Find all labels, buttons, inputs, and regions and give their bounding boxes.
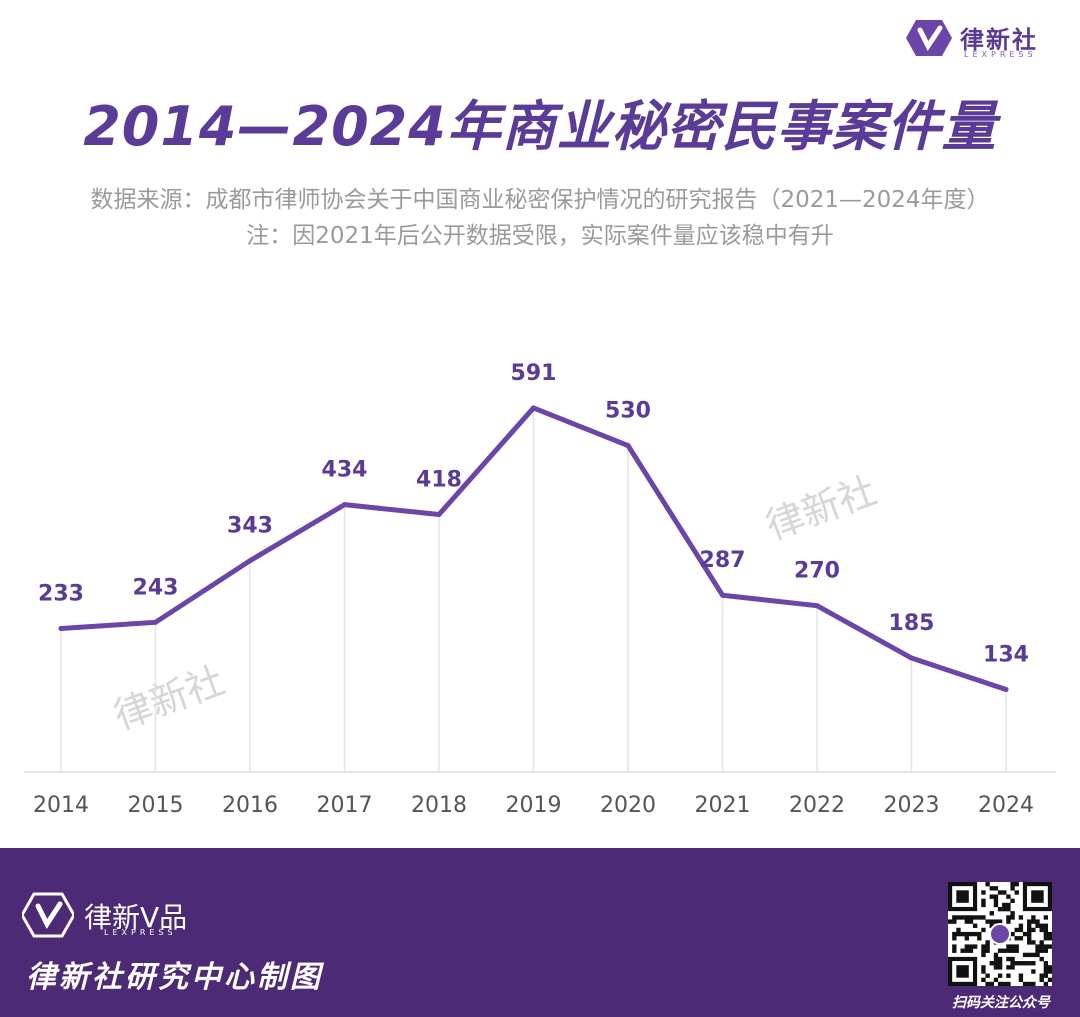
data-label: 270 xyxy=(794,559,840,584)
x-tick-label: 2014 xyxy=(33,793,89,818)
data-point xyxy=(531,405,536,411)
data-point xyxy=(1003,686,1009,692)
data-limit-note: 注：因2021年后公开数据受限，实际案件量应该稳中有升 xyxy=(246,223,834,249)
x-tick-label: 2018 xyxy=(411,793,467,818)
chart-subtitle: 数据来源：成都市律师协会关于中国商业秘密保护情况的研究报告（2021—2024年… xyxy=(0,182,1080,254)
brand-logo: 律新社 LEXPRESS xyxy=(906,12,1066,62)
footer-brand-name: 律新V品 xyxy=(84,901,188,934)
data-point xyxy=(625,443,631,449)
x-tick-label: 2019 xyxy=(506,793,562,818)
watermark: 律新社 xyxy=(108,658,230,738)
chart-credit: 律新社研究中心制图 xyxy=(26,960,323,995)
x-tick-label: 2023 xyxy=(884,793,940,818)
data-label: 530 xyxy=(605,399,651,424)
footer-banner: 律新V品 LEXPRESS 律新社研究中心制图 扫码关注公众号 xyxy=(0,848,1080,1017)
x-tick-label: 2017 xyxy=(317,793,373,818)
brand-logo-icon xyxy=(906,20,952,56)
brand-subtitle: LEXPRESS xyxy=(964,50,1037,59)
data-label: 434 xyxy=(322,458,368,483)
x-tick-label: 2021 xyxy=(695,793,751,818)
line-chart: 律新社 律新社 233 243 343 434 418 591 530 287 270 185 13… xyxy=(24,361,1056,818)
brand-logo-icon xyxy=(22,892,74,938)
data-label: 185 xyxy=(889,611,935,636)
brand-name: 律新社 xyxy=(960,26,1038,54)
data-label: 418 xyxy=(416,468,462,493)
data-point xyxy=(247,558,253,564)
x-tick-label: 2016 xyxy=(222,793,278,818)
x-tick-label: 2015 xyxy=(128,793,184,818)
qr-caption: 扫码关注公众号 xyxy=(952,995,1050,1011)
data-point xyxy=(720,592,725,598)
data-label: 343 xyxy=(227,514,273,539)
data-point xyxy=(436,512,442,518)
watermark: 律新社 xyxy=(760,468,882,548)
chart-title: 2014—2024年商业秘密民事案件量 xyxy=(83,95,997,158)
x-tick-label: 2020 xyxy=(600,793,656,818)
x-tick-label: 2022 xyxy=(789,793,845,818)
x-tick-label: 2024 xyxy=(978,793,1034,818)
data-label: 243 xyxy=(133,575,179,600)
data-label: 287 xyxy=(700,548,746,573)
data-point xyxy=(342,502,347,508)
data-label: 233 xyxy=(38,581,84,606)
data-label: 134 xyxy=(983,642,1029,667)
footer-brand-subtitle: LEXPRESS xyxy=(104,928,177,937)
data-point xyxy=(909,655,914,661)
qr-code-icon[interactable] xyxy=(948,882,1052,986)
data-label: 591 xyxy=(511,361,557,386)
data-point xyxy=(58,625,64,631)
data-point xyxy=(153,619,158,625)
data-point xyxy=(814,603,820,609)
data-source-note: 数据来源：成都市律师协会关于中国商业秘密保护情况的研究报告（2021—2024年… xyxy=(90,187,990,213)
